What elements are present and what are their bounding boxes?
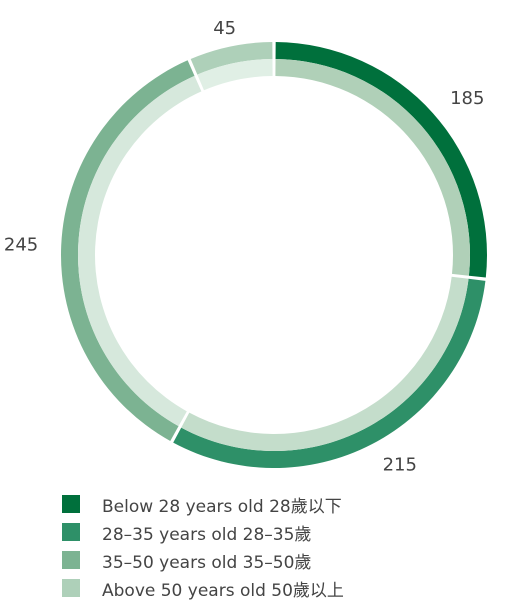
outer-ring — [60, 42, 487, 469]
legend-label: Above 50 years old 50歲以上 — [102, 580, 344, 601]
inner-ring — [77, 59, 470, 451]
slice-inner-35-50 — [77, 75, 202, 427]
data-label-above-50: 45 — [213, 18, 236, 39]
slice-above-50 — [190, 42, 273, 75]
legend-swatch-below-28 — [62, 495, 80, 513]
legend-item-28-35: 28–35 years old 28–35歲 — [62, 518, 522, 546]
slice-inner-below-28 — [275, 59, 470, 276]
legend-label: Below 28 years old 28歲以下 — [102, 496, 342, 517]
data-labels: 185 215 245 45 — [4, 18, 485, 476]
slice-below-28 — [275, 42, 487, 278]
slice-35-50 — [60, 60, 195, 442]
legend-item-above-50: Above 50 years old 50歲以上 — [62, 574, 522, 602]
data-label-28-35: 215 — [383, 455, 417, 476]
slice-28-35 — [173, 278, 486, 469]
data-label-35-50: 245 — [4, 234, 38, 255]
legend-item-below-28: Below 28 years old 28歲以下 — [62, 490, 522, 518]
legend-label: 35–50 years old 35–50歲 — [102, 552, 312, 573]
legend-label: 28–35 years old 28–35歲 — [102, 524, 312, 545]
donut-chart-svg: 185 215 245 45 — [4, 18, 487, 476]
legend-swatch-35-50 — [62, 551, 80, 569]
slice-inner-28-35 — [181, 276, 469, 451]
data-label-below-28: 185 — [450, 88, 484, 109]
slice-inner-above-50 — [197, 59, 273, 91]
legend: Below 28 years old 28歲以下 28–35 years old … — [62, 490, 522, 602]
legend-swatch-28-35 — [62, 523, 80, 541]
donut-chart: 185 215 245 45 — [4, 18, 487, 476]
legend-item-35-50: 35–50 years old 35–50歲 — [62, 546, 522, 574]
legend-swatch-above-50 — [62, 579, 80, 597]
